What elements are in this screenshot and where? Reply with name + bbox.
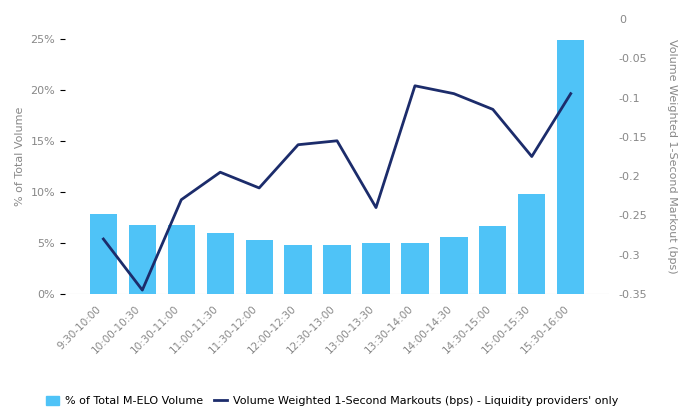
Volume Weighted 1-Second Markouts (bps) - Liquidity providers' only: [138, 288, 147, 293]
Bar: [323, 245, 351, 294]
Volume Weighted 1-Second Markouts (bps) - Liquidity providers' only: [489, 107, 497, 112]
Line: Volume Weighted 1-Second Markouts (bps) - Liquidity providers' only: Volume Weighted 1-Second Markouts (bps) …: [103, 86, 571, 290]
Volume Weighted 1-Second Markouts (bps) - Liquidity providers' only: [99, 236, 107, 241]
Legend: % of Total M-ELO Volume, Volume Weighted 1-Second Markouts (bps) - Liquidity pro: % of Total M-ELO Volume, Volume Weighted…: [42, 391, 623, 411]
Volume Weighted 1-Second Markouts (bps) - Liquidity providers' only: [216, 170, 224, 175]
Bar: [207, 233, 234, 294]
Bar: [90, 213, 117, 294]
Bar: [401, 243, 428, 294]
Bar: [479, 226, 507, 294]
Volume Weighted 1-Second Markouts (bps) - Liquidity providers' only: [411, 83, 419, 88]
Bar: [167, 225, 195, 294]
Bar: [440, 237, 468, 294]
Bar: [518, 194, 545, 294]
Volume Weighted 1-Second Markouts (bps) - Liquidity providers' only: [333, 138, 341, 143]
Volume Weighted 1-Second Markouts (bps) - Liquidity providers' only: [567, 91, 575, 96]
Bar: [557, 40, 584, 294]
Volume Weighted 1-Second Markouts (bps) - Liquidity providers' only: [177, 197, 185, 202]
Bar: [363, 243, 390, 294]
Volume Weighted 1-Second Markouts (bps) - Liquidity providers' only: [372, 205, 380, 210]
Bar: [246, 240, 273, 294]
Volume Weighted 1-Second Markouts (bps) - Liquidity providers' only: [450, 91, 458, 96]
Y-axis label: % of Total Volume: % of Total Volume: [15, 107, 25, 206]
Volume Weighted 1-Second Markouts (bps) - Liquidity providers' only: [294, 142, 302, 147]
Y-axis label: Volume Weighted 1-Second Markout (bps): Volume Weighted 1-Second Markout (bps): [667, 39, 677, 274]
Volume Weighted 1-Second Markouts (bps) - Liquidity providers' only: [527, 154, 536, 159]
Bar: [284, 245, 311, 294]
Bar: [129, 225, 156, 294]
Volume Weighted 1-Second Markouts (bps) - Liquidity providers' only: [255, 185, 264, 190]
